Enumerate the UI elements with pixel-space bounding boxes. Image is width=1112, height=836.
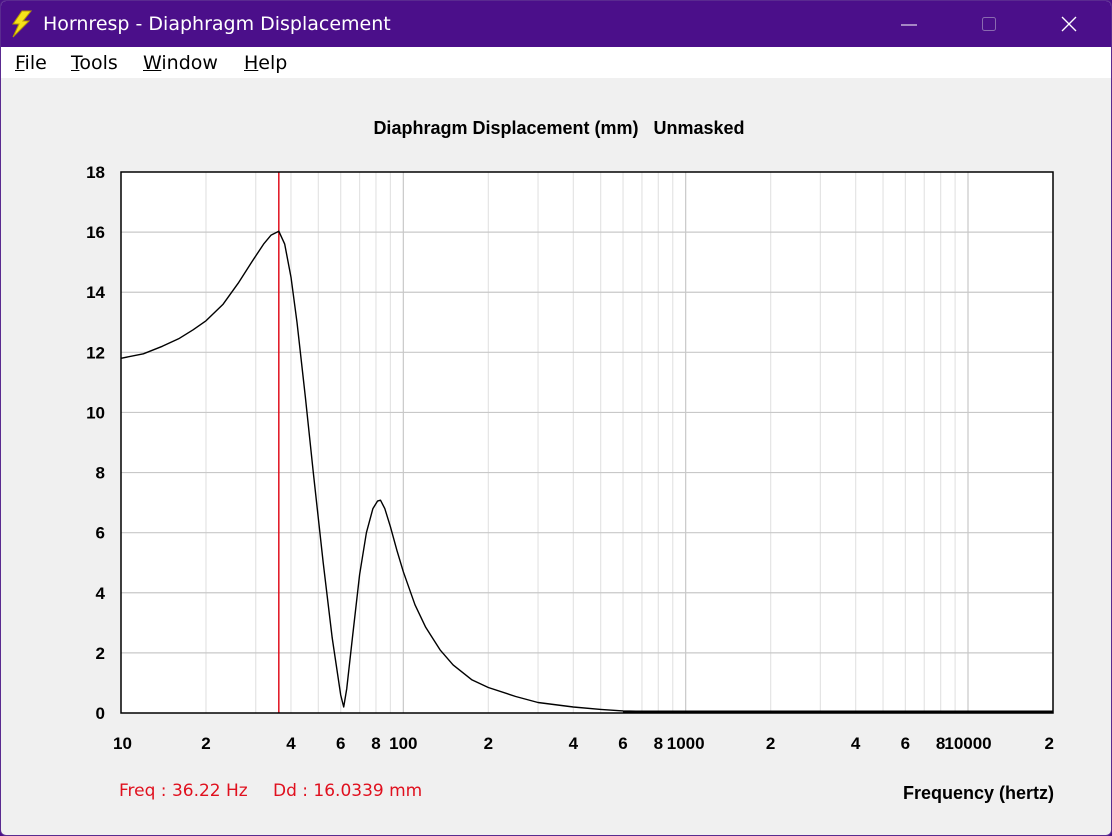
minimize-icon [901,24,917,26]
x-tick-label: 8 [936,734,945,753]
x-tick-label: 4 [851,734,861,753]
title-bar[interactable]: Hornresp - Diaphragm Displacement [1,1,1111,47]
freq-readout: Freq : 36.22 Hz [119,781,248,801]
close-button[interactable] [1029,1,1109,47]
chart-title: Diaphragm Displacement (mm) Unmasked [373,118,744,138]
y-tick-label: 2 [96,644,105,663]
menu-bar: File Tools Window Help [1,47,1111,78]
maximize-icon [982,17,996,31]
y-tick-label: 8 [96,464,105,483]
x-tick-label: 6 [901,734,910,753]
maximize-button[interactable] [949,1,1029,47]
x-tick-label: 1000 [667,734,705,753]
dd-readout: Dd : 16.0339 mm [273,781,423,801]
y-tick-label: 12 [86,343,105,362]
x-tick-label: 8 [371,734,380,753]
x-tick-label: 2 [201,734,210,753]
window-title: Hornresp - Diaphragm Displacement [43,13,391,35]
menu-file[interactable]: File [15,52,47,74]
x-tick-label: 2 [484,734,493,753]
y-tick-label: 18 [86,163,105,182]
x-tick-label: 100 [389,734,417,753]
y-tick-label: 4 [96,584,106,603]
displacement-series-line [120,230,1053,714]
x-tick-label: 6 [618,734,627,753]
minimize-button[interactable] [869,1,949,47]
x-tick-label: 10000 [944,734,991,753]
lightning-icon [9,10,35,38]
menu-help[interactable]: Help [244,52,288,74]
y-tick-label: 14 [86,283,105,302]
close-icon [1061,16,1077,32]
x-tick-label: 2 [1045,734,1054,753]
y-tick-label: 10 [86,403,105,422]
x-tick-label: 4 [286,734,296,753]
plot-background [121,172,1053,713]
menu-window[interactable]: Window [143,52,218,74]
x-axis-label: Frequency (hertz) [903,783,1054,803]
y-tick-label: 16 [86,223,105,242]
x-tick-label: 2 [766,734,775,753]
y-tick-label: 6 [96,524,105,543]
plot-frame [120,171,1054,714]
x-tick-label: 10 [113,734,132,753]
y-tick-label: 0 [96,704,105,723]
x-tick-label: 4 [569,734,579,753]
menu-tools[interactable]: Tools [71,52,118,74]
x-tick-label: 8 [654,734,663,753]
x-tick-label: 6 [336,734,345,753]
